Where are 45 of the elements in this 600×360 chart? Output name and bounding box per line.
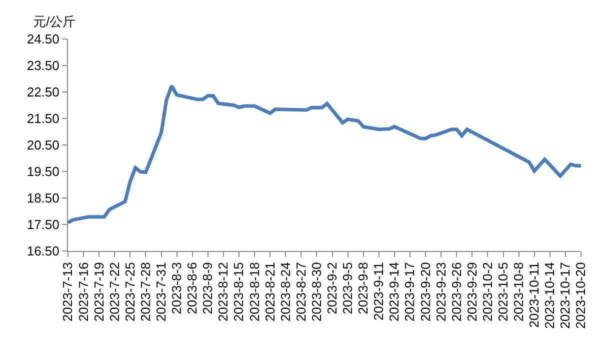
x-tick-label: 2023-9-11	[371, 262, 386, 321]
x-tick-label: 2023-10-2	[480, 262, 495, 322]
x-tick-label: 2023-7-19	[91, 262, 106, 322]
y-tick-label: 16.50	[26, 244, 60, 259]
x-tick-label: 2023-8-21	[262, 262, 278, 322]
x-tick-label: 2023-8-6	[184, 262, 200, 314]
y-tick-label: 19.50	[26, 164, 60, 180]
x-tick-label: 2023-7-13	[60, 262, 76, 322]
x-tick-label: 2023-8-3	[169, 262, 184, 314]
y-tick-label: 20.50	[26, 138, 60, 153]
y-axis-title: 元/公斤	[33, 14, 76, 29]
x-tick-label: 2023-10-20	[573, 262, 588, 329]
y-tick-label: 23.50	[26, 58, 60, 74]
y-tick-label: 18.50	[26, 190, 60, 206]
x-tick-label: 2023-7-25	[122, 262, 138, 322]
x-tick-label: 2023-9-23	[433, 262, 448, 322]
x-tick-label: 2023-8-27	[293, 262, 308, 322]
x-tick-label: 2023-8-9	[200, 262, 216, 314]
x-tick-label: 2023-10-8	[511, 262, 526, 322]
x-tick-label: 2023-9-17	[402, 262, 418, 322]
y-tick-label: 17.50	[26, 217, 60, 232]
x-tick-label: 2023-9-26	[448, 262, 464, 322]
y-tick-label: 24.50	[26, 32, 60, 47]
x-tick-label: 2023-10-17	[558, 262, 573, 329]
x-tick-label: 2023-8-12	[216, 262, 231, 322]
x-tick-label: 2023-7-28	[138, 262, 153, 322]
x-tick-label: 2023-7-31	[153, 262, 168, 322]
x-tick-label: 2023-8-15	[231, 262, 246, 322]
x-tick-label: 2023-10-11	[526, 262, 542, 328]
line-series	[68, 84, 581, 224]
x-tick-label: 2023-7-22	[106, 262, 122, 322]
x-tick-label: 2023-8-30	[308, 262, 324, 322]
x-tick-label: 2023-8-24	[278, 262, 293, 322]
x-tick-label: 2023-9-8	[356, 262, 371, 314]
x-tick-label: 2023-7-16	[76, 262, 91, 322]
x-tick-label: 2023-9-2	[324, 262, 340, 314]
y-tick-label: 22.50	[26, 84, 60, 100]
x-tick-label: 2023-8-18	[246, 262, 262, 322]
x-tick-label: 2023-10-5	[495, 262, 510, 322]
x-tick-label: 2023-9-5	[340, 262, 356, 314]
y-tick-label: 21.50	[26, 111, 60, 126]
x-tick-label: 2023-9-29	[464, 262, 480, 322]
x-tick-label: 2023-9-14	[386, 262, 402, 322]
x-tick-label: 2023-9-20	[418, 262, 433, 322]
x-tick-label: 2023-10-14	[542, 262, 558, 329]
